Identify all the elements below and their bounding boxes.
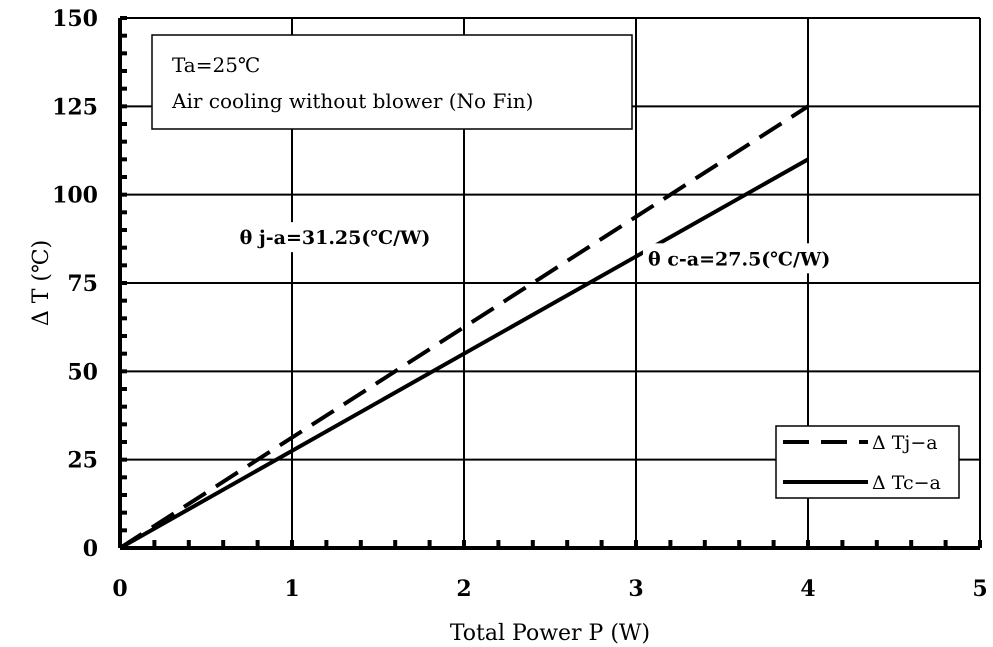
annotation-background-theta-ja bbox=[233, 222, 437, 253]
axes bbox=[118, 18, 981, 550]
x-tick-label-5: 5 bbox=[972, 576, 987, 602]
note-line-cooling: Air cooling without blower (No Fin) bbox=[171, 89, 533, 113]
series-layer bbox=[118, 104, 810, 550]
note-line-ambient: Ta=25℃ bbox=[172, 53, 260, 77]
y-tick-label-125: 125 bbox=[52, 94, 98, 120]
x-tick-label-4: 4 bbox=[800, 576, 815, 602]
series-line-1 bbox=[119, 157, 809, 550]
y-tick-label-150: 150 bbox=[52, 6, 98, 32]
annotation-theta-ca: θ c-a=27.5(℃/W) bbox=[648, 248, 830, 270]
x-tick-label-1: 1 bbox=[284, 576, 299, 602]
y-axis-title: Δ T (℃) bbox=[29, 240, 54, 326]
y-tick-label-75: 75 bbox=[67, 271, 98, 297]
x-tick-label-3: 3 bbox=[628, 576, 643, 602]
y-tick-label-50: 50 bbox=[67, 359, 98, 385]
legend-label-tc-a: Δ Tc−a bbox=[872, 472, 941, 494]
legend: Δ Tj−a Δ Tc−a bbox=[775, 425, 960, 499]
annotation-theta-ja: θ j-a=31.25(℃/W) bbox=[240, 227, 431, 249]
legend-frame bbox=[775, 425, 960, 499]
note-box: Ta=25℃ Air cooling without blower (No Fi… bbox=[151, 34, 633, 130]
x-tick-label-0: 0 bbox=[112, 576, 127, 602]
note-box-frame bbox=[151, 34, 633, 130]
annotations: θ j-a=31.25(℃/W) θ c-a=27.5(℃/W) bbox=[233, 222, 836, 274]
series-line-0 bbox=[118, 104, 810, 550]
y-tick-label-25: 25 bbox=[67, 448, 98, 474]
x-axis-title: Total Power P (W) bbox=[450, 621, 650, 646]
x-tick-label-2: 2 bbox=[456, 576, 471, 602]
y-tick-label-0: 0 bbox=[83, 536, 98, 562]
annotation-background-theta-ca bbox=[642, 243, 836, 274]
y-tick-label-100: 100 bbox=[52, 183, 98, 209]
legend-label-tj-a: Δ Tj−a bbox=[872, 432, 938, 454]
